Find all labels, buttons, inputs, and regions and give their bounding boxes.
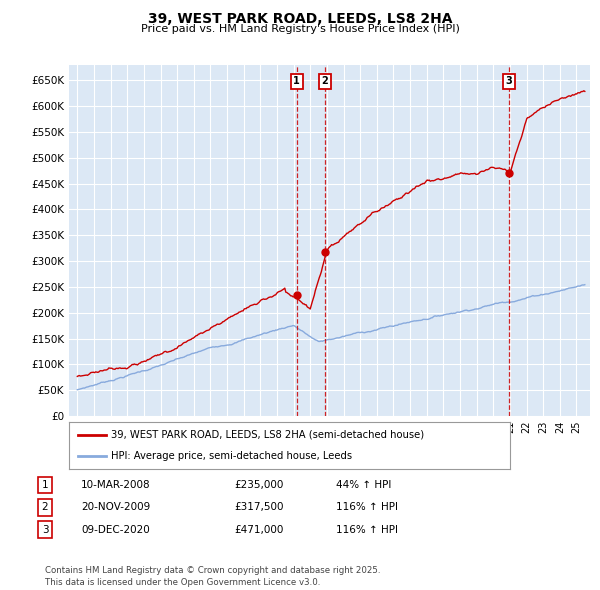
Text: 44% ↑ HPI: 44% ↑ HPI: [336, 480, 391, 490]
Text: HPI: Average price, semi-detached house, Leeds: HPI: Average price, semi-detached house,…: [111, 451, 352, 461]
Text: 3: 3: [506, 77, 512, 86]
Text: Price paid vs. HM Land Registry's House Price Index (HPI): Price paid vs. HM Land Registry's House …: [140, 24, 460, 34]
Text: 20-NOV-2009: 20-NOV-2009: [81, 503, 150, 512]
Text: 39, WEST PARK ROAD, LEEDS, LS8 2HA (semi-detached house): 39, WEST PARK ROAD, LEEDS, LS8 2HA (semi…: [111, 430, 424, 440]
Text: 10-MAR-2008: 10-MAR-2008: [81, 480, 151, 490]
Text: £317,500: £317,500: [234, 503, 284, 512]
Text: £471,000: £471,000: [234, 525, 283, 535]
Text: 116% ↑ HPI: 116% ↑ HPI: [336, 503, 398, 512]
Text: 116% ↑ HPI: 116% ↑ HPI: [336, 525, 398, 535]
Text: 39, WEST PARK ROAD, LEEDS, LS8 2HA: 39, WEST PARK ROAD, LEEDS, LS8 2HA: [148, 12, 452, 26]
Text: £235,000: £235,000: [234, 480, 283, 490]
Text: Contains HM Land Registry data © Crown copyright and database right 2025.
This d: Contains HM Land Registry data © Crown c…: [45, 566, 380, 587]
Text: 3: 3: [41, 525, 49, 535]
Text: 1: 1: [41, 480, 49, 490]
Text: 09-DEC-2020: 09-DEC-2020: [81, 525, 150, 535]
Text: 2: 2: [322, 77, 328, 86]
Text: 1: 1: [293, 77, 300, 86]
Text: 2: 2: [41, 503, 49, 512]
